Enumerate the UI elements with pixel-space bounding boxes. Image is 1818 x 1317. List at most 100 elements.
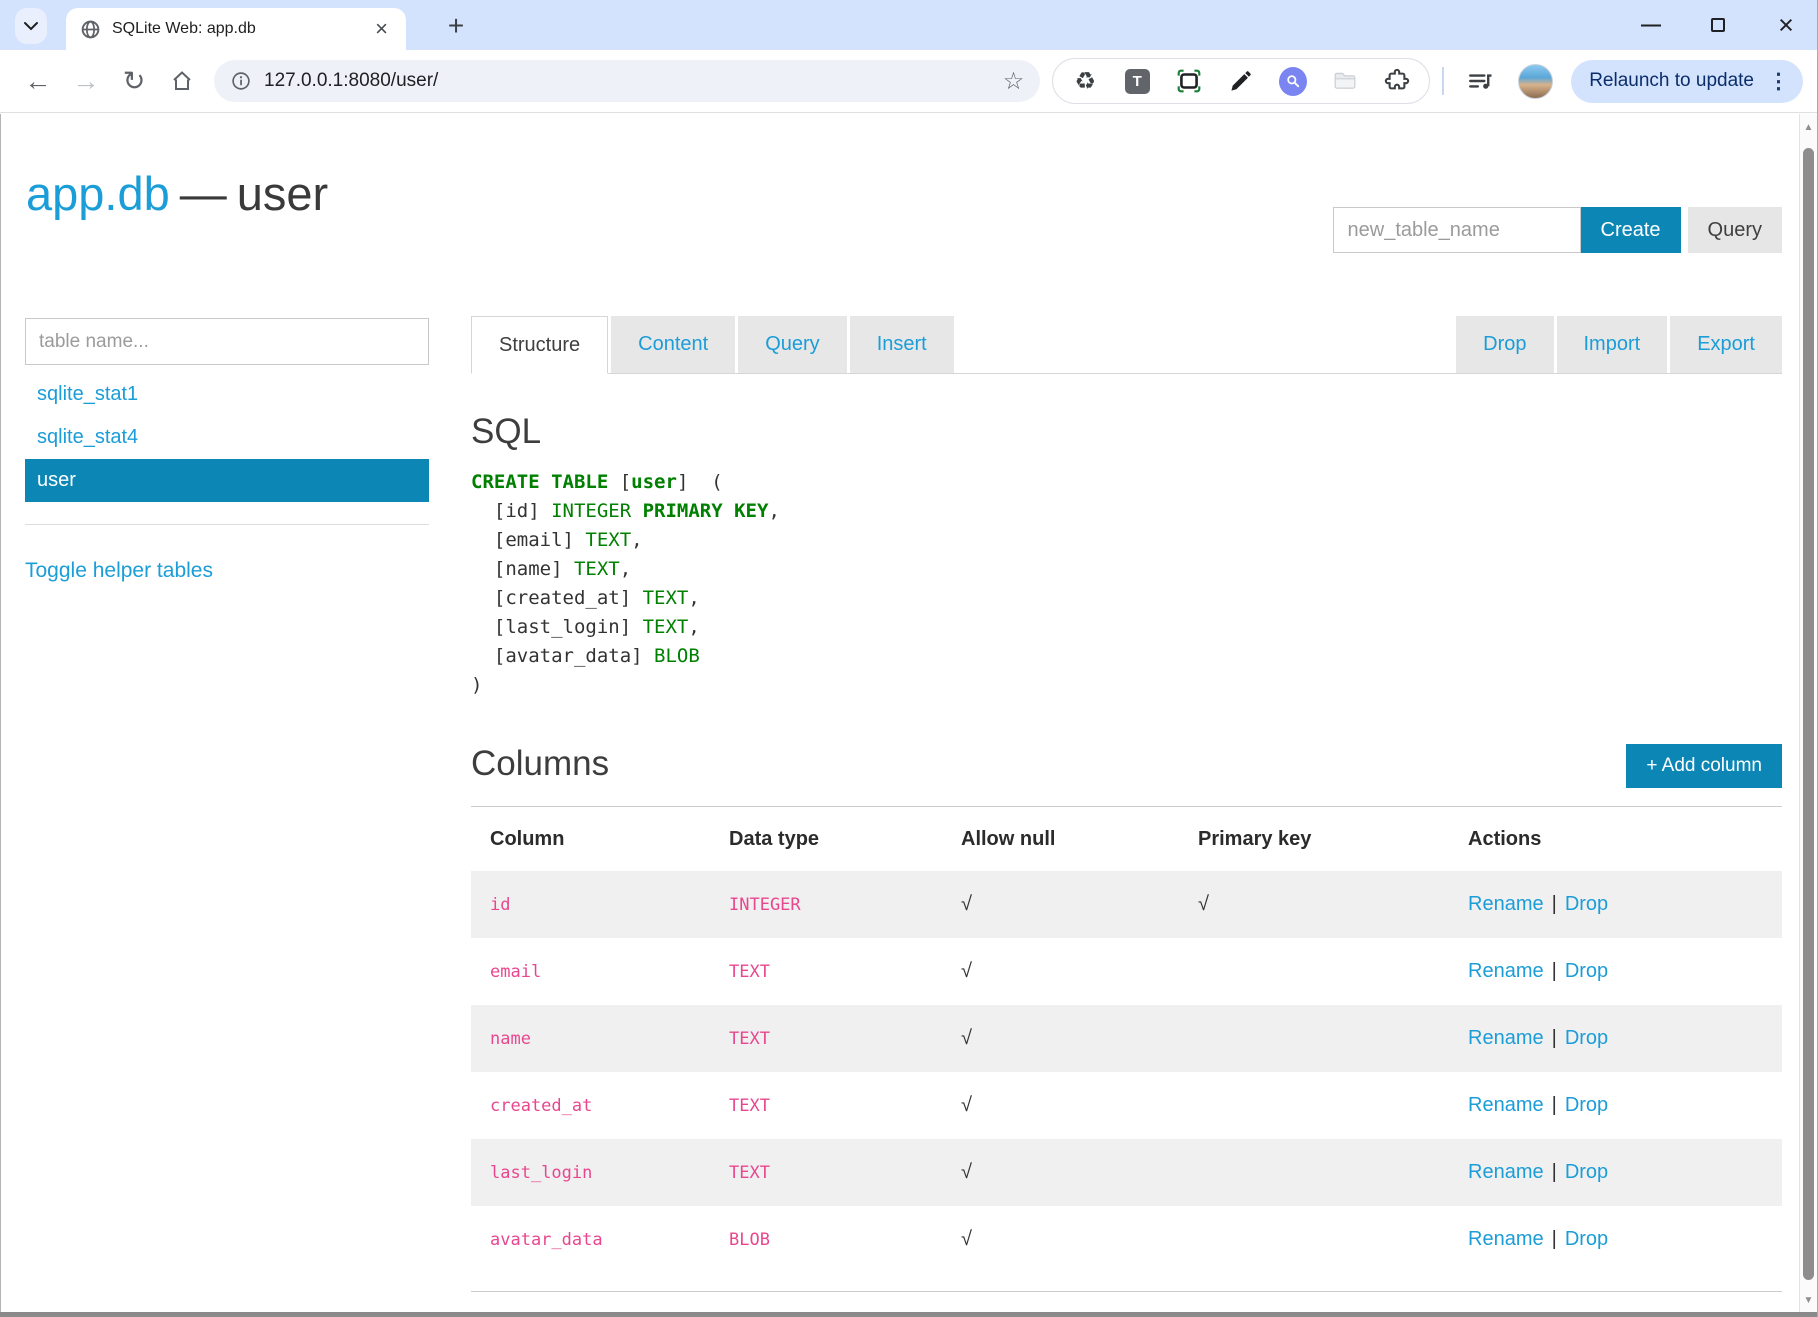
drop-link[interactable]: Drop bbox=[1564, 1027, 1609, 1049]
column-data-type: TEXT bbox=[729, 1095, 770, 1116]
row-actions: Rename | Drop bbox=[1468, 1094, 1782, 1117]
chevron-down-icon bbox=[24, 22, 38, 31]
forward-button[interactable]: → bbox=[72, 65, 100, 96]
row-actions: Rename | Drop bbox=[1468, 893, 1782, 916]
table-link[interactable]: sqlite_stat4 bbox=[37, 426, 139, 448]
allow-null-check: √ bbox=[961, 1161, 972, 1183]
drop-link[interactable]: Drop bbox=[1564, 1161, 1609, 1183]
browser-toolbar: ← → ↻ 127.0.0.1:8080/user/ ☆ ♻ T bbox=[0, 50, 1817, 113]
primary-key-check: √ bbox=[1198, 893, 1209, 915]
extensions-pill: ♻ T bbox=[1052, 58, 1431, 104]
db-name-link[interactable]: app.db bbox=[26, 167, 170, 220]
scroll-up-arrow-icon[interactable]: ▲ bbox=[1803, 122, 1814, 133]
columns-heading: Columns bbox=[471, 744, 610, 783]
column-name: name bbox=[490, 1028, 531, 1049]
import-table-button[interactable]: Import bbox=[1556, 316, 1668, 373]
scroll-down-arrow-icon[interactable]: ▼ bbox=[1803, 1295, 1814, 1306]
pencil-extension-icon[interactable] bbox=[1227, 67, 1255, 95]
rename-link[interactable]: Rename bbox=[1468, 1027, 1544, 1049]
add-column-button[interactable]: + Add column bbox=[1626, 744, 1782, 788]
action-separator: | bbox=[1551, 1027, 1557, 1049]
drop-link[interactable]: Drop bbox=[1564, 960, 1609, 982]
playlist-icon bbox=[1469, 74, 1492, 89]
maximize-button[interactable] bbox=[1707, 14, 1729, 36]
drop-link[interactable]: Drop bbox=[1564, 1228, 1609, 1250]
rename-link[interactable]: Rename bbox=[1468, 1228, 1544, 1250]
page-content: app.db—user Create Query sqlite_stat1sql… bbox=[0, 114, 1799, 1312]
back-button[interactable]: ← bbox=[24, 65, 52, 96]
sidebar-divider bbox=[25, 524, 429, 525]
scrollbar-thumb[interactable] bbox=[1803, 148, 1814, 1280]
action-separator: | bbox=[1551, 1094, 1557, 1116]
column-row-name: name TEXT √ Rename | Drop bbox=[471, 1005, 1782, 1072]
sql-heading: SQL bbox=[471, 412, 542, 451]
table-filter-input[interactable] bbox=[25, 318, 429, 365]
reload-button[interactable]: ↻ bbox=[122, 65, 146, 96]
drop-link[interactable]: Drop bbox=[1564, 893, 1609, 915]
action-separator: | bbox=[1551, 893, 1557, 915]
browser-tab[interactable]: SQLite Web: app.db × bbox=[66, 8, 406, 50]
export-table-button[interactable]: Export bbox=[1670, 316, 1782, 373]
tab-content[interactable]: Content bbox=[611, 316, 736, 373]
query-button[interactable]: Query bbox=[1687, 207, 1782, 253]
structure-tabs: Structure Content Query Insert bbox=[471, 316, 957, 374]
row-actions: Rename | Drop bbox=[1468, 960, 1782, 983]
recycle-extension-icon[interactable]: ♻ bbox=[1074, 67, 1096, 95]
bookmark-star-icon[interactable]: ☆ bbox=[1002, 67, 1025, 95]
search-extension-icon[interactable] bbox=[1279, 66, 1308, 96]
allow-null-check: √ bbox=[961, 1094, 972, 1116]
new-table-name-input[interactable] bbox=[1332, 207, 1581, 253]
allow-null-check: √ bbox=[961, 893, 972, 915]
home-icon bbox=[173, 71, 191, 90]
site-info-icon[interactable] bbox=[230, 70, 252, 92]
maximize-icon bbox=[1711, 18, 1725, 32]
minimize-button[interactable]: — bbox=[1641, 13, 1661, 36]
column-row-email: email TEXT √ Rename | Drop bbox=[471, 938, 1782, 1005]
tab-search-button[interactable] bbox=[15, 8, 47, 44]
extensions-puzzle-icon[interactable] bbox=[1383, 67, 1411, 95]
current-table-name: user bbox=[236, 167, 329, 220]
rename-link[interactable]: Rename bbox=[1468, 1094, 1544, 1116]
column-data-type: INTEGER bbox=[729, 894, 801, 915]
toggle-helper-tables-link[interactable]: Toggle helper tables bbox=[25, 559, 213, 582]
folder-extension-icon[interactable] bbox=[1331, 67, 1359, 95]
drop-table-button[interactable]: Drop bbox=[1456, 316, 1554, 373]
rename-link[interactable]: Rename bbox=[1468, 960, 1544, 982]
text-tool-extension-icon[interactable]: T bbox=[1123, 67, 1151, 95]
column-row-id: id INTEGER √ √ Rename | Drop bbox=[471, 871, 1782, 938]
action-separator: | bbox=[1551, 1161, 1557, 1183]
table-link[interactable]: user bbox=[37, 469, 76, 491]
rename-link[interactable]: Rename bbox=[1468, 893, 1544, 915]
new-tab-button[interactable]: + bbox=[447, 10, 465, 41]
url-bar[interactable]: 127.0.0.1:8080/user/ ☆ bbox=[214, 60, 1041, 102]
page-title: app.db — user bbox=[26, 166, 328, 221]
rename-link[interactable]: Rename bbox=[1468, 1161, 1544, 1183]
sidebar-table-sqlite_stat4[interactable]: sqlite_stat4 bbox=[25, 416, 429, 459]
column-data-type: TEXT bbox=[729, 961, 770, 982]
profile-avatar[interactable] bbox=[1518, 63, 1554, 99]
url-text[interactable]: 127.0.0.1:8080/user/ bbox=[264, 70, 439, 91]
browser-menu-kebab-icon[interactable]: ⋮ bbox=[1768, 69, 1789, 93]
sql-line: [last_login] TEXT, bbox=[471, 616, 700, 638]
tab-strip: SQLite Web: app.db × + — × bbox=[0, 0, 1817, 50]
tab-query[interactable]: Query bbox=[738, 316, 847, 373]
column-row-last_login: last_login TEXT √ Rename | Drop bbox=[471, 1139, 1782, 1206]
tabs-row: Structure Content Query Insert Drop Import Ex… bbox=[471, 316, 1782, 374]
screenshot-extension-icon[interactable] bbox=[1175, 67, 1203, 95]
column-header-allow-null: Allow null bbox=[961, 827, 1056, 850]
home-button[interactable] bbox=[158, 59, 206, 103]
close-tab-icon[interactable]: × bbox=[375, 16, 388, 41]
create-table-button[interactable]: Create bbox=[1580, 207, 1681, 253]
table-action-buttons: Drop Import Export bbox=[1453, 316, 1782, 373]
sidebar-table-sqlite_stat1[interactable]: sqlite_stat1 bbox=[25, 373, 429, 416]
reading-list-button[interactable] bbox=[1456, 59, 1504, 103]
tab-insert[interactable]: Insert bbox=[849, 316, 954, 373]
table-link[interactable]: sqlite_stat1 bbox=[37, 383, 139, 405]
close-window-button[interactable]: × bbox=[1778, 9, 1794, 40]
sidebar-table-user[interactable]: user bbox=[25, 459, 429, 502]
tab-structure[interactable]: Structure bbox=[471, 316, 609, 374]
relaunch-to-update-button[interactable]: Relaunch to update ⋮ bbox=[1571, 59, 1803, 103]
vertical-scrollbar[interactable]: ▲ ▼ bbox=[1799, 114, 1817, 1312]
drop-link[interactable]: Drop bbox=[1564, 1094, 1609, 1116]
